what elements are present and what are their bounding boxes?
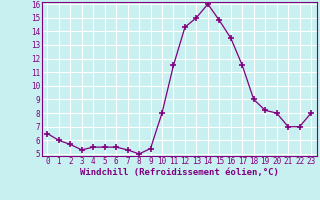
X-axis label: Windchill (Refroidissement éolien,°C): Windchill (Refroidissement éolien,°C) <box>80 168 279 177</box>
